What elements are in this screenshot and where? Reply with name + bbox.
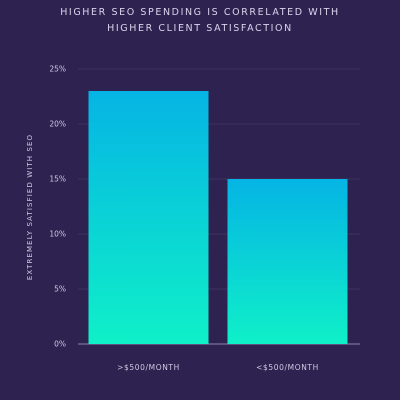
y-tick-label: 5% bbox=[54, 285, 66, 294]
bar-2 bbox=[227, 179, 348, 344]
x-tick-label: <$500/MONTH bbox=[256, 363, 319, 372]
y-tick-label: 25% bbox=[49, 65, 66, 74]
y-tick-label: 10% bbox=[49, 230, 66, 239]
bar-1 bbox=[88, 91, 209, 344]
bars bbox=[88, 91, 348, 344]
chart-title-line-2: HIGHER CLIENT SATISFACTION bbox=[107, 23, 293, 34]
y-tick-labels: 0% 5% 10% 15% 20% 25% bbox=[49, 65, 66, 349]
x-tick-labels: >$500/MONTH <$500/MONTH bbox=[117, 363, 319, 372]
y-tick-label: 15% bbox=[49, 175, 66, 184]
chart-title-line-1: HIGHER SEO SPENDING IS CORRELATED WITH bbox=[60, 7, 340, 18]
y-tick-label: 20% bbox=[49, 120, 66, 129]
y-tick-label: 0% bbox=[54, 340, 66, 349]
y-axis-label: EXTREMELY SATISFIED WITH SEO bbox=[26, 134, 34, 280]
x-tick-label: >$500/MONTH bbox=[117, 363, 180, 372]
